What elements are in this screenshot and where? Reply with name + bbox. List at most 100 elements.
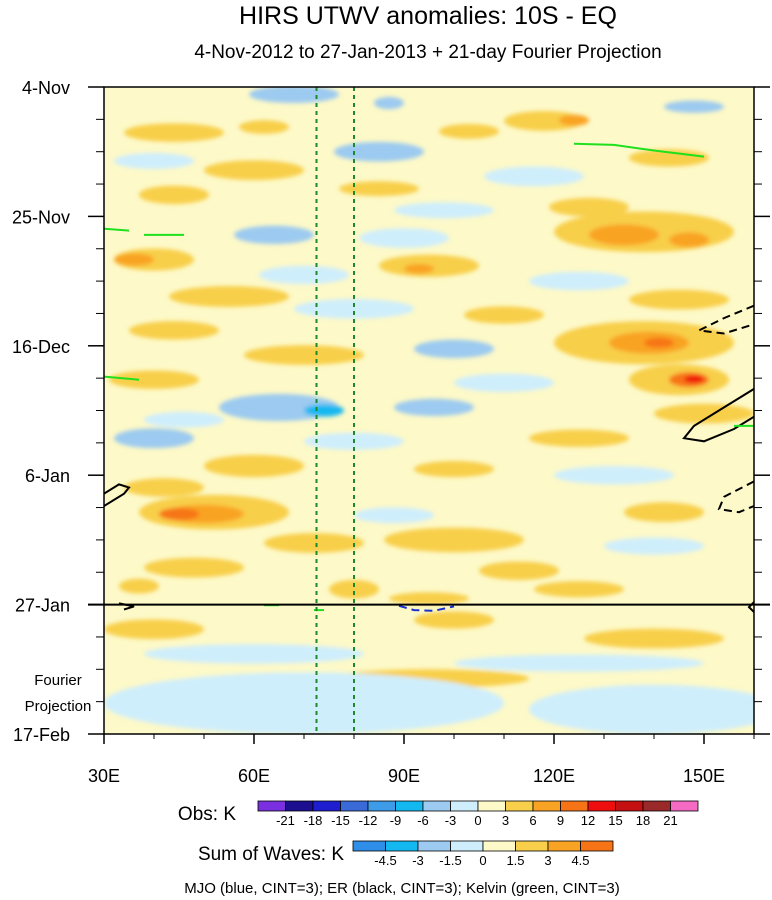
colorbar-swatch [385,840,419,852]
colorbar-swatch [642,800,671,812]
x-tick-label: 30E [88,766,120,786]
x-tick-label: 120E [533,766,575,786]
kelvin-contour [573,142,705,158]
anomaly-patch [114,253,154,266]
colorbar-level-label: 0 [474,813,481,828]
anomaly-patch [479,561,559,580]
anomaly-patch [684,375,704,383]
colorbar-level-label: -1.5 [439,853,461,868]
anomaly-patch [644,337,674,348]
anomaly-patch [529,429,629,447]
colorbar-swatch [312,800,341,812]
colorbar-level-label: 1.5 [506,853,524,868]
colorbar-swatch [505,800,534,812]
colorbar-swatch [532,800,561,812]
er-contour [717,480,754,514]
projection-band [104,619,204,640]
obs-colorbar: -21 -18 -15 -12 -9 -6 -3 0 3 6 9 12 15 18 21 [257,800,699,828]
anomaly-patch [124,123,224,142]
anomaly-patch [304,404,344,417]
colorbar-level-label: 4.5 [571,853,589,868]
x-tick-label: 150E [683,766,725,786]
y-tick-label: 17-Feb [13,725,70,745]
projection-band [144,644,364,664]
colorbar-swatch [580,840,614,852]
projection-band [529,684,754,734]
projection-band [414,611,494,629]
colorbar-swatch [367,800,396,812]
colorbar-level-label: -4.5 [374,853,396,868]
mjo-contour [398,604,455,612]
x-tick-label: 90E [388,766,420,786]
anomaly-patch [669,232,709,248]
anomaly-patch [374,96,404,110]
y-tick-label: 27-Jan [15,596,70,616]
kelvin-contour [104,375,140,381]
anomaly-patch [629,289,729,310]
colorbar-level-label: -3 [445,813,457,828]
colorbar-level-label: 15 [608,813,622,828]
anomaly-patch [534,581,624,598]
anomaly-patch [249,87,339,104]
colorbar-swatch [257,800,286,812]
anomaly-patch [439,123,499,139]
colorbar-level-label: 3 [502,813,509,828]
colorbar-swatch [482,840,516,852]
anomaly-patch [234,225,314,245]
anomaly-patch [144,411,224,428]
anomaly-patch [464,306,544,324]
kelvin-contour [104,227,130,232]
waves-colorbar: -4.5 -3 -1.5 0 1.5 3 4.5 [352,840,614,868]
anomaly-patch [404,263,434,274]
projection-label-line1: Fourier [34,672,82,689]
projection-label-line2: Projection [25,698,92,715]
er-contour [695,304,754,335]
colorbar-swatch [450,800,479,812]
anomaly-patch [504,111,584,131]
colorbar-swatch [285,800,314,812]
colorbar-level-label: 3 [544,853,551,868]
anomaly-patch [159,507,199,521]
colorbar-swatch [417,840,451,852]
plot-area [104,87,754,734]
colorbar-swatch [560,800,589,812]
colorbar-swatch [670,800,699,812]
anomaly-patch [484,166,584,187]
colorbar-level-label: -18 [304,813,323,828]
anomaly-patch [204,160,304,181]
anomaly-patch [239,120,289,134]
colorbar-swatch [477,800,506,812]
er-contour [682,388,754,443]
colorbar-level-label: 21 [663,813,677,828]
anomaly-patch [259,265,349,285]
projection-band [104,672,504,734]
anomaly-patch [414,461,494,478]
chart-subtitle: 4-Nov-2012 to 27-Jan-2013 + 21-day Fouri… [194,42,661,63]
colorbar-level-label: 9 [557,813,564,828]
anomaly-patch [354,507,434,524]
colorbar-level-label: -21 [276,813,295,828]
chart-title: HIRS UTWV anomalies: 10S - EQ [239,2,617,30]
anomaly-patch [389,592,469,605]
colorbar-level-label: 12 [581,813,595,828]
colorbar-level-label: 6 [529,813,536,828]
colorbar-level-label: -15 [331,813,350,828]
anomaly-patch [549,197,629,217]
colorbar-level-label: 0 [479,853,486,868]
anomaly-patch [654,403,754,424]
anomaly-patch [394,202,494,219]
anomaly-patch [394,398,474,417]
reference-lines [315,87,355,734]
anomaly-patch [529,271,629,291]
y-tick-label: 6-Jan [25,466,70,486]
er-contour [104,483,131,507]
anomaly-patch [414,339,494,359]
anomaly-patch [294,298,414,319]
anomaly-patch [124,478,204,497]
anomaly-patch [629,149,709,167]
anomaly-patch [264,533,364,553]
anomaly-field [104,87,754,734]
colorbar-swatch [515,840,549,852]
anomaly-patch [109,370,199,389]
anomaly-patch [129,321,219,340]
